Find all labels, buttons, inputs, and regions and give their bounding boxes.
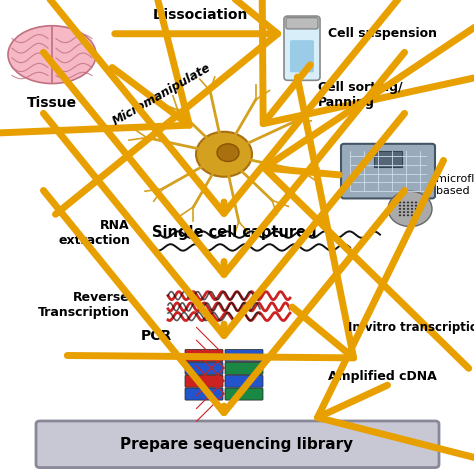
Circle shape	[196, 132, 252, 177]
Text: Dissociation: Dissociation	[152, 9, 248, 22]
Circle shape	[415, 211, 417, 213]
Text: Cell suspension: Cell suspension	[328, 27, 437, 40]
FancyBboxPatch shape	[225, 375, 263, 387]
Circle shape	[411, 211, 413, 213]
Circle shape	[407, 208, 409, 210]
Circle shape	[407, 211, 409, 213]
FancyBboxPatch shape	[225, 362, 263, 374]
FancyBboxPatch shape	[225, 349, 263, 362]
Circle shape	[399, 205, 401, 207]
Circle shape	[407, 205, 409, 207]
FancyBboxPatch shape	[341, 144, 435, 199]
Ellipse shape	[8, 26, 96, 83]
Circle shape	[403, 205, 405, 207]
Circle shape	[403, 208, 405, 210]
FancyBboxPatch shape	[185, 349, 223, 362]
Circle shape	[399, 201, 401, 203]
Circle shape	[411, 205, 413, 207]
Text: In vitro transcription: In vitro transcription	[348, 321, 474, 334]
Text: Reverse
Transcription: Reverse Transcription	[38, 292, 130, 319]
FancyBboxPatch shape	[36, 421, 439, 467]
Circle shape	[407, 214, 409, 216]
Circle shape	[403, 201, 405, 203]
FancyBboxPatch shape	[185, 388, 223, 400]
Circle shape	[411, 214, 413, 216]
FancyBboxPatch shape	[185, 362, 223, 374]
Text: RNA
extraction: RNA extraction	[58, 219, 130, 247]
Circle shape	[403, 214, 405, 216]
FancyBboxPatch shape	[284, 16, 320, 80]
Circle shape	[399, 208, 401, 210]
FancyBboxPatch shape	[290, 40, 314, 73]
Circle shape	[399, 214, 401, 216]
Circle shape	[415, 201, 417, 203]
FancyBboxPatch shape	[286, 18, 318, 29]
Circle shape	[217, 144, 239, 162]
Circle shape	[388, 191, 432, 227]
Circle shape	[415, 214, 417, 216]
FancyBboxPatch shape	[225, 388, 263, 400]
Circle shape	[407, 201, 409, 203]
Text: Cell sorting/
Panning: Cell sorting/ Panning	[318, 81, 402, 109]
Text: Micromanipulate: Micromanipulate	[110, 61, 213, 128]
Circle shape	[411, 201, 413, 203]
Circle shape	[415, 208, 417, 210]
Circle shape	[403, 211, 405, 213]
Circle shape	[399, 211, 401, 213]
Text: Amplified cDNA: Amplified cDNA	[328, 370, 437, 383]
Circle shape	[411, 208, 413, 210]
Circle shape	[415, 205, 417, 207]
Text: Single cell captured: Single cell captured	[152, 225, 316, 240]
FancyBboxPatch shape	[185, 375, 223, 387]
Text: PCR: PCR	[141, 329, 172, 343]
Text: microfluidics
based method: microfluidics based method	[436, 174, 474, 196]
Text: Tissue: Tissue	[27, 96, 77, 110]
Text: Prepare sequencing library: Prepare sequencing library	[120, 437, 354, 452]
Bar	[374, 151, 402, 167]
